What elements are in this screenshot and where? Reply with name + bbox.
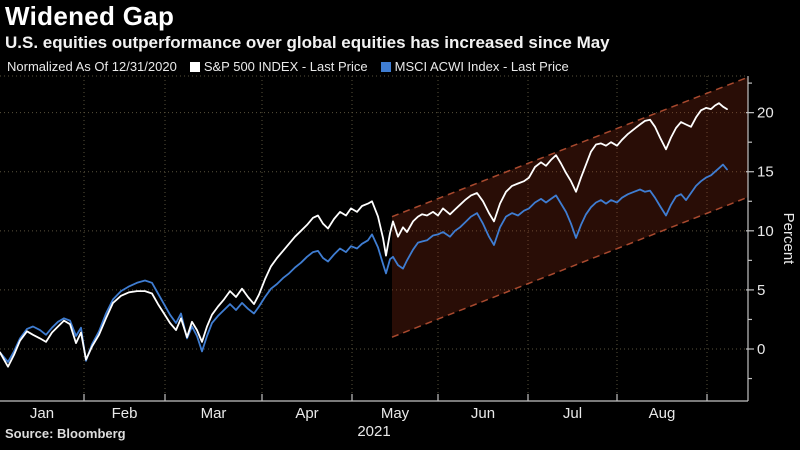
y-tick-label: 10 (757, 223, 774, 240)
legend-label-acwi: MSCI ACWI Index - Last Price (394, 59, 569, 74)
trend-channel-fill (392, 77, 748, 338)
normalization-note: Normalized As Of 12/31/2020 (7, 59, 177, 74)
acwi-line (0, 163, 728, 363)
month-label: Jun (471, 405, 495, 422)
y-tick-label: 5 (757, 282, 765, 299)
white-square-icon (189, 61, 200, 72)
legend-label-sp500: S&P 500 INDEX - Last Price (203, 59, 368, 74)
month-label: Aug (649, 405, 676, 422)
month-label: May (381, 405, 410, 422)
month-label: Jul (563, 405, 582, 422)
page-title: Widened Gap (5, 1, 175, 31)
trend-channel-top-dash (391, 76, 749, 218)
legend-item-sp500: S&P 500 INDEX - Last Price (189, 59, 368, 74)
legend-item-acwi: MSCI ACWI Index - Last Price (380, 59, 569, 74)
source-credit: Source: Bloomberg (5, 426, 126, 441)
y-tick-label: 0 (757, 341, 765, 358)
y-tick-label: 15 (757, 164, 774, 181)
month-label: Apr (295, 405, 318, 422)
y-tick-label: 20 (757, 105, 774, 122)
chart-legend: Normalized As Of 12/31/2020 S&P 500 INDE… (7, 59, 569, 74)
blue-square-icon (380, 61, 391, 72)
month-label: Mar (201, 405, 227, 422)
chart-subtitle: U.S. equities outperformance over global… (5, 33, 610, 52)
month-label: Jan (30, 405, 54, 422)
trend-channel-bottom-dash (391, 196, 749, 338)
y-axis-title: Percent (780, 213, 797, 266)
year-label: 2021 (357, 423, 390, 440)
sp500-line (0, 102, 728, 368)
month-label: Feb (112, 405, 138, 422)
